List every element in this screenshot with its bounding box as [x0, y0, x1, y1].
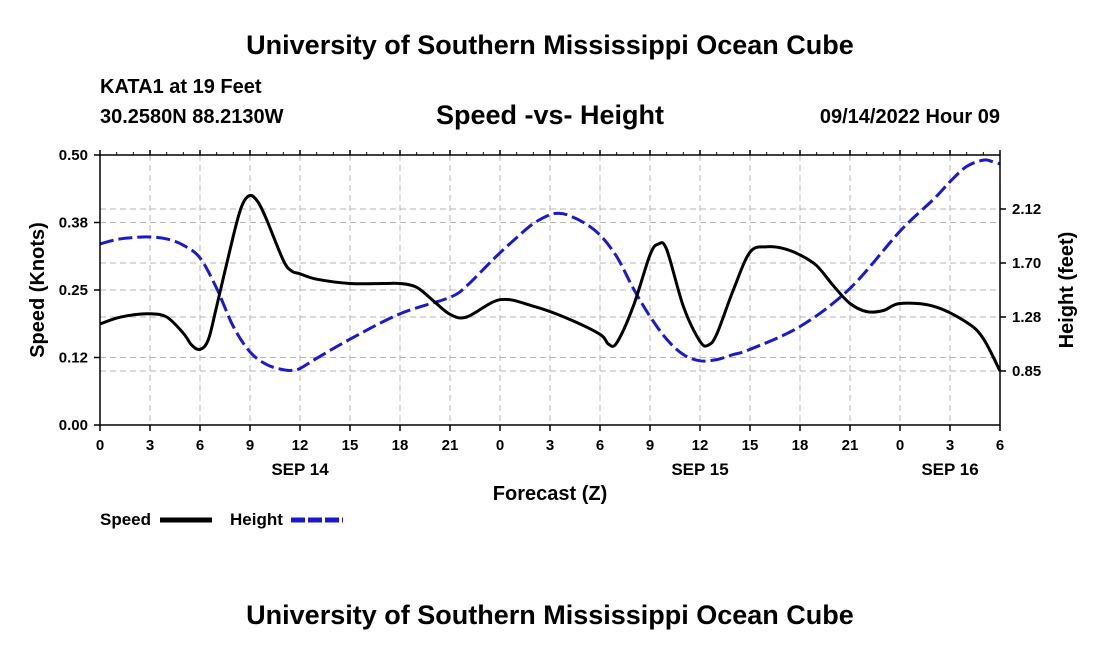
y-right-tick-label: 1.28 — [1012, 309, 1041, 326]
series-layer — [99, 158, 1002, 373]
main-title: University of Southern Mississippi Ocean… — [246, 30, 854, 60]
y-axis-right-title: Height (feet) — [1056, 232, 1078, 349]
y-right-tick-label: 1.70 — [1012, 255, 1041, 272]
y-right-tick-label: 0.85 — [1012, 363, 1041, 380]
axis-layer: 0 3 6 9 12 15 18 21 0 3 6 9 12 15 18 21 0 3 6 SEP 14 SEP 15 S… — [59, 147, 1041, 479]
chart-title: Speed -vs- Height — [435, 100, 665, 130]
x-tick-label: 15 — [742, 437, 759, 454]
legend: Speed Height — [100, 510, 343, 529]
y-left-tick-label: 0.50 — [59, 147, 88, 164]
day-label: SEP 15 — [671, 460, 728, 479]
x-tick-label: 3 — [146, 437, 154, 454]
x-tick-label: 0 — [896, 437, 904, 454]
legend-label-height: Height — [230, 510, 283, 529]
x-tick-label: 6 — [996, 437, 1004, 454]
x-tick-label: 3 — [546, 437, 554, 454]
x-tick-label: 15 — [342, 437, 359, 454]
x-tick-label: 21 — [442, 437, 459, 454]
day-label: SEP 16 — [921, 460, 978, 479]
grid-layer — [100, 155, 1000, 425]
y-left-tick-label: 0.12 — [59, 350, 88, 367]
x-tick-label: 21 — [842, 437, 859, 454]
x-tick-label: 18 — [392, 437, 409, 454]
y-left-tick-label: 0.38 — [59, 215, 88, 232]
x-tick-label: 9 — [246, 437, 254, 454]
forecast-datetime: 09/14/2022 Hour 09 — [819, 106, 1000, 128]
y-left-tick-label: 0.25 — [59, 282, 88, 299]
x-tick-label: 12 — [292, 437, 309, 454]
x-tick-label: 0 — [496, 437, 504, 454]
station-coordinates: 30.2580N 88.2130W — [100, 106, 284, 128]
x-tick-label: 12 — [692, 437, 709, 454]
x-tick-label: 18 — [792, 437, 809, 454]
x-tick-label: 6 — [596, 437, 604, 454]
x-tick-label: 3 — [946, 437, 954, 454]
y-axis-left-title: Speed (Knots) — [27, 222, 49, 358]
x-tick-label: 9 — [646, 437, 654, 454]
series-line-height — [99, 158, 1001, 373]
x-tick-label: 0 — [96, 437, 104, 454]
x-tick-label: 6 — [196, 437, 204, 454]
station-label: KATA1 at 19 Feet — [100, 76, 262, 98]
footer-title: University of Southern Mississippi Ocean… — [246, 600, 854, 630]
day-label: SEP 14 — [271, 460, 329, 479]
y-left-tick-label: 0.00 — [59, 417, 88, 434]
y-right-tick-label: 2.12 — [1012, 201, 1041, 218]
legend-label-speed: Speed — [100, 510, 151, 529]
series-line-speed — [99, 193, 1002, 372]
x-axis-title: Forecast (Z) — [493, 483, 607, 505]
